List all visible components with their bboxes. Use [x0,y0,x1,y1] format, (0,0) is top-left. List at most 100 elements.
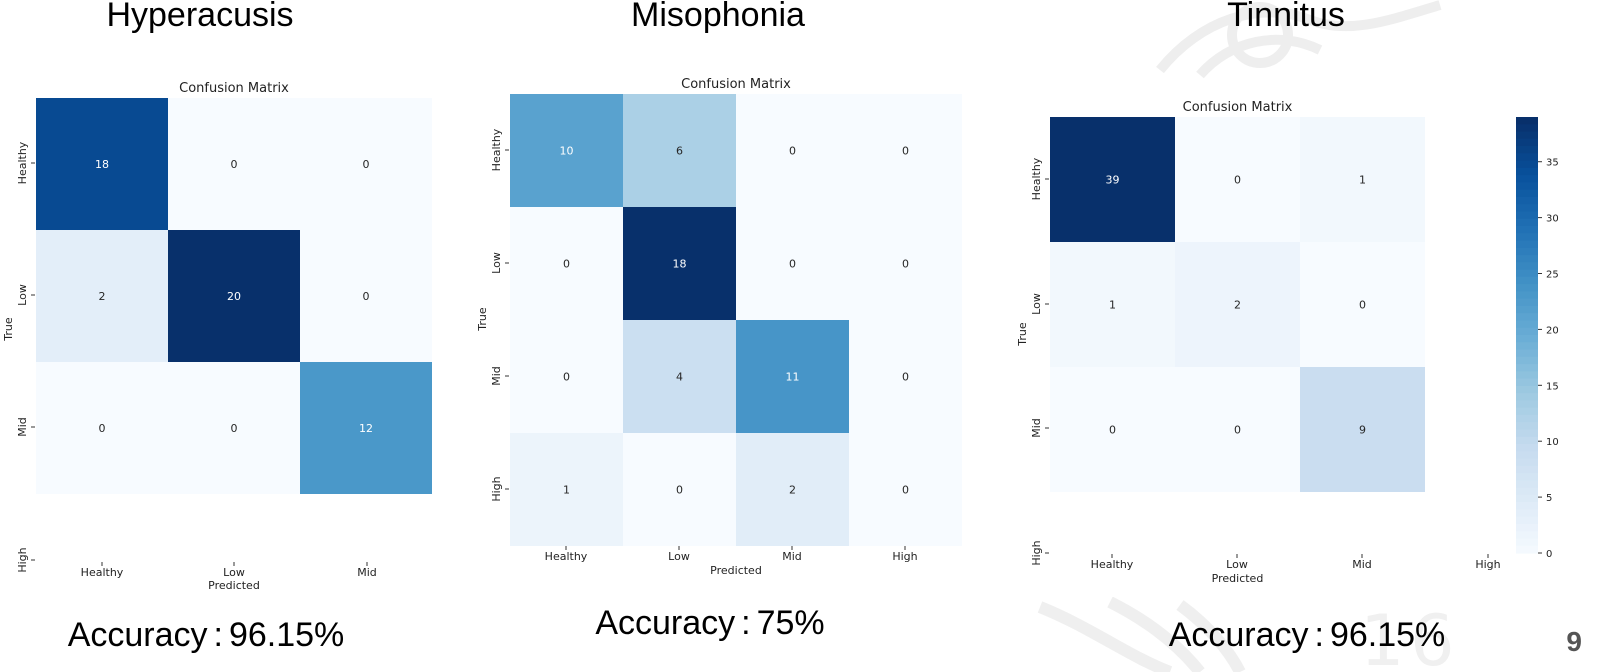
chart-title: Confusion Matrix [1183,100,1293,115]
colorbar-band [1516,146,1538,154]
y-tick-label: High [490,476,503,501]
y-tick-label: Low [490,252,503,274]
cell-value-label: 0 [902,145,909,158]
heatmap-cell [36,362,168,494]
cell-value-label: 0 [363,158,370,171]
colorbar-band [1516,335,1538,343]
colorbar-band [1516,516,1538,525]
colorbar-band [1516,509,1538,518]
heatmap-cell [623,433,736,546]
heatmap-cell [1175,117,1300,242]
heatmap-cell [623,94,736,207]
x-axis-label: Predicted [208,579,260,592]
heatmap-cell [300,362,432,494]
cell-value-label: 12 [359,422,373,435]
colorbar-band [1516,262,1538,271]
y-tick-label: High [1030,540,1043,565]
cell-value-label: 1 [1359,174,1366,187]
heatmap-cell [849,94,962,207]
heatmap-cell [300,230,432,362]
heatmap-cell [1050,367,1175,492]
colorbar-tick-label: 30 [1546,214,1559,225]
colorbar-tick-label: 0 [1546,549,1552,560]
y-tick-label: Healthy [490,128,503,171]
panel-title-misophonia: Misophonia [631,0,805,34]
colorbar-tick-label: 20 [1546,325,1559,336]
colorbar-tick-label: 35 [1546,158,1559,169]
colorbar-band [1516,124,1538,133]
cell-value-label: 0 [902,258,909,271]
cell-value-label: 0 [902,371,909,384]
y-axis-label: True [1016,322,1029,347]
cell-value-label: 20 [227,290,241,303]
cell-value-label: 1 [563,484,570,497]
cell-value-label: 0 [676,484,683,497]
colorbar-band [1516,422,1538,431]
x-tick-label: Low [223,566,245,579]
colorbar-band [1516,400,1538,409]
heatmap-cell [36,98,168,230]
accuracy-tinnitus: Accuracy:96.15% [1169,616,1446,655]
colorbar-band [1516,393,1538,401]
colorbar-band [1516,117,1538,125]
heatmap-cell [1050,117,1175,242]
heatmap-cell [1300,367,1425,492]
y-tick-label: Low [16,284,29,306]
accuracy-label: Accuracy [595,604,736,642]
y-tick-label: Mid [16,417,29,437]
cell-value-label: 2 [99,290,106,303]
colorbar-band [1516,167,1538,176]
x-tick-label: High [1475,558,1500,571]
colorbar-band [1516,458,1538,467]
colorbar-tick-label: 5 [1546,493,1552,504]
heatmap-cell [736,207,849,320]
colorbar-band [1516,211,1538,220]
colorbar-band [1516,480,1538,489]
accuracy-hyperacusis: Accuracy:96.15% [68,616,345,655]
x-tick-label: Low [1226,558,1248,571]
x-tick-label: Low [668,550,690,563]
heatmap-cell [623,320,736,433]
y-tick-label: Low [1030,293,1043,315]
heatmap-cell [1175,242,1300,367]
cell-value-label: 0 [1109,424,1116,437]
colorbar-band [1516,523,1538,532]
cell-value-label: 39 [1106,174,1120,187]
colorbar-band [1516,153,1538,162]
y-tick-label: Mid [1030,418,1043,438]
colorbar-band [1516,327,1538,336]
colorbar-band [1516,233,1538,242]
heatmap-cell [736,94,849,207]
colorbar-band [1516,298,1538,307]
cell-value-label: 18 [673,258,687,271]
colorbar-band [1516,356,1538,365]
colorbar-band [1516,531,1538,540]
colorbar-band [1516,160,1538,169]
accuracy-label: Accuracy [1168,616,1309,654]
x-tick-label: Healthy [1091,558,1134,571]
cell-value-label: 2 [789,484,796,497]
colorbar-band [1516,538,1538,547]
colorbar-band [1516,487,1538,496]
y-axis-label: True [476,307,489,332]
heatmap-cell [168,362,300,494]
colorbar-band [1516,364,1538,372]
colorbar-band [1516,131,1538,140]
x-tick-label: High [892,550,917,563]
y-axis-label: True [2,317,15,342]
cell-value-label: 1 [1109,299,1116,312]
cell-value-label: 0 [563,258,570,271]
heatmap-cell [1300,242,1425,367]
accuracy-misophonia: Accuracy:75% [595,604,824,643]
colorbar-band [1516,291,1538,300]
colorbar-band [1516,378,1538,387]
panel-title-hyperacusis: Hyperacusis [106,0,294,34]
colorbar-band [1516,349,1538,358]
cell-value-label: 9 [1359,424,1366,437]
cell-value-label: 0 [1234,424,1241,437]
colorbar-band [1516,407,1538,416]
colorbar-band [1516,138,1538,147]
colorbar-band [1516,451,1538,460]
